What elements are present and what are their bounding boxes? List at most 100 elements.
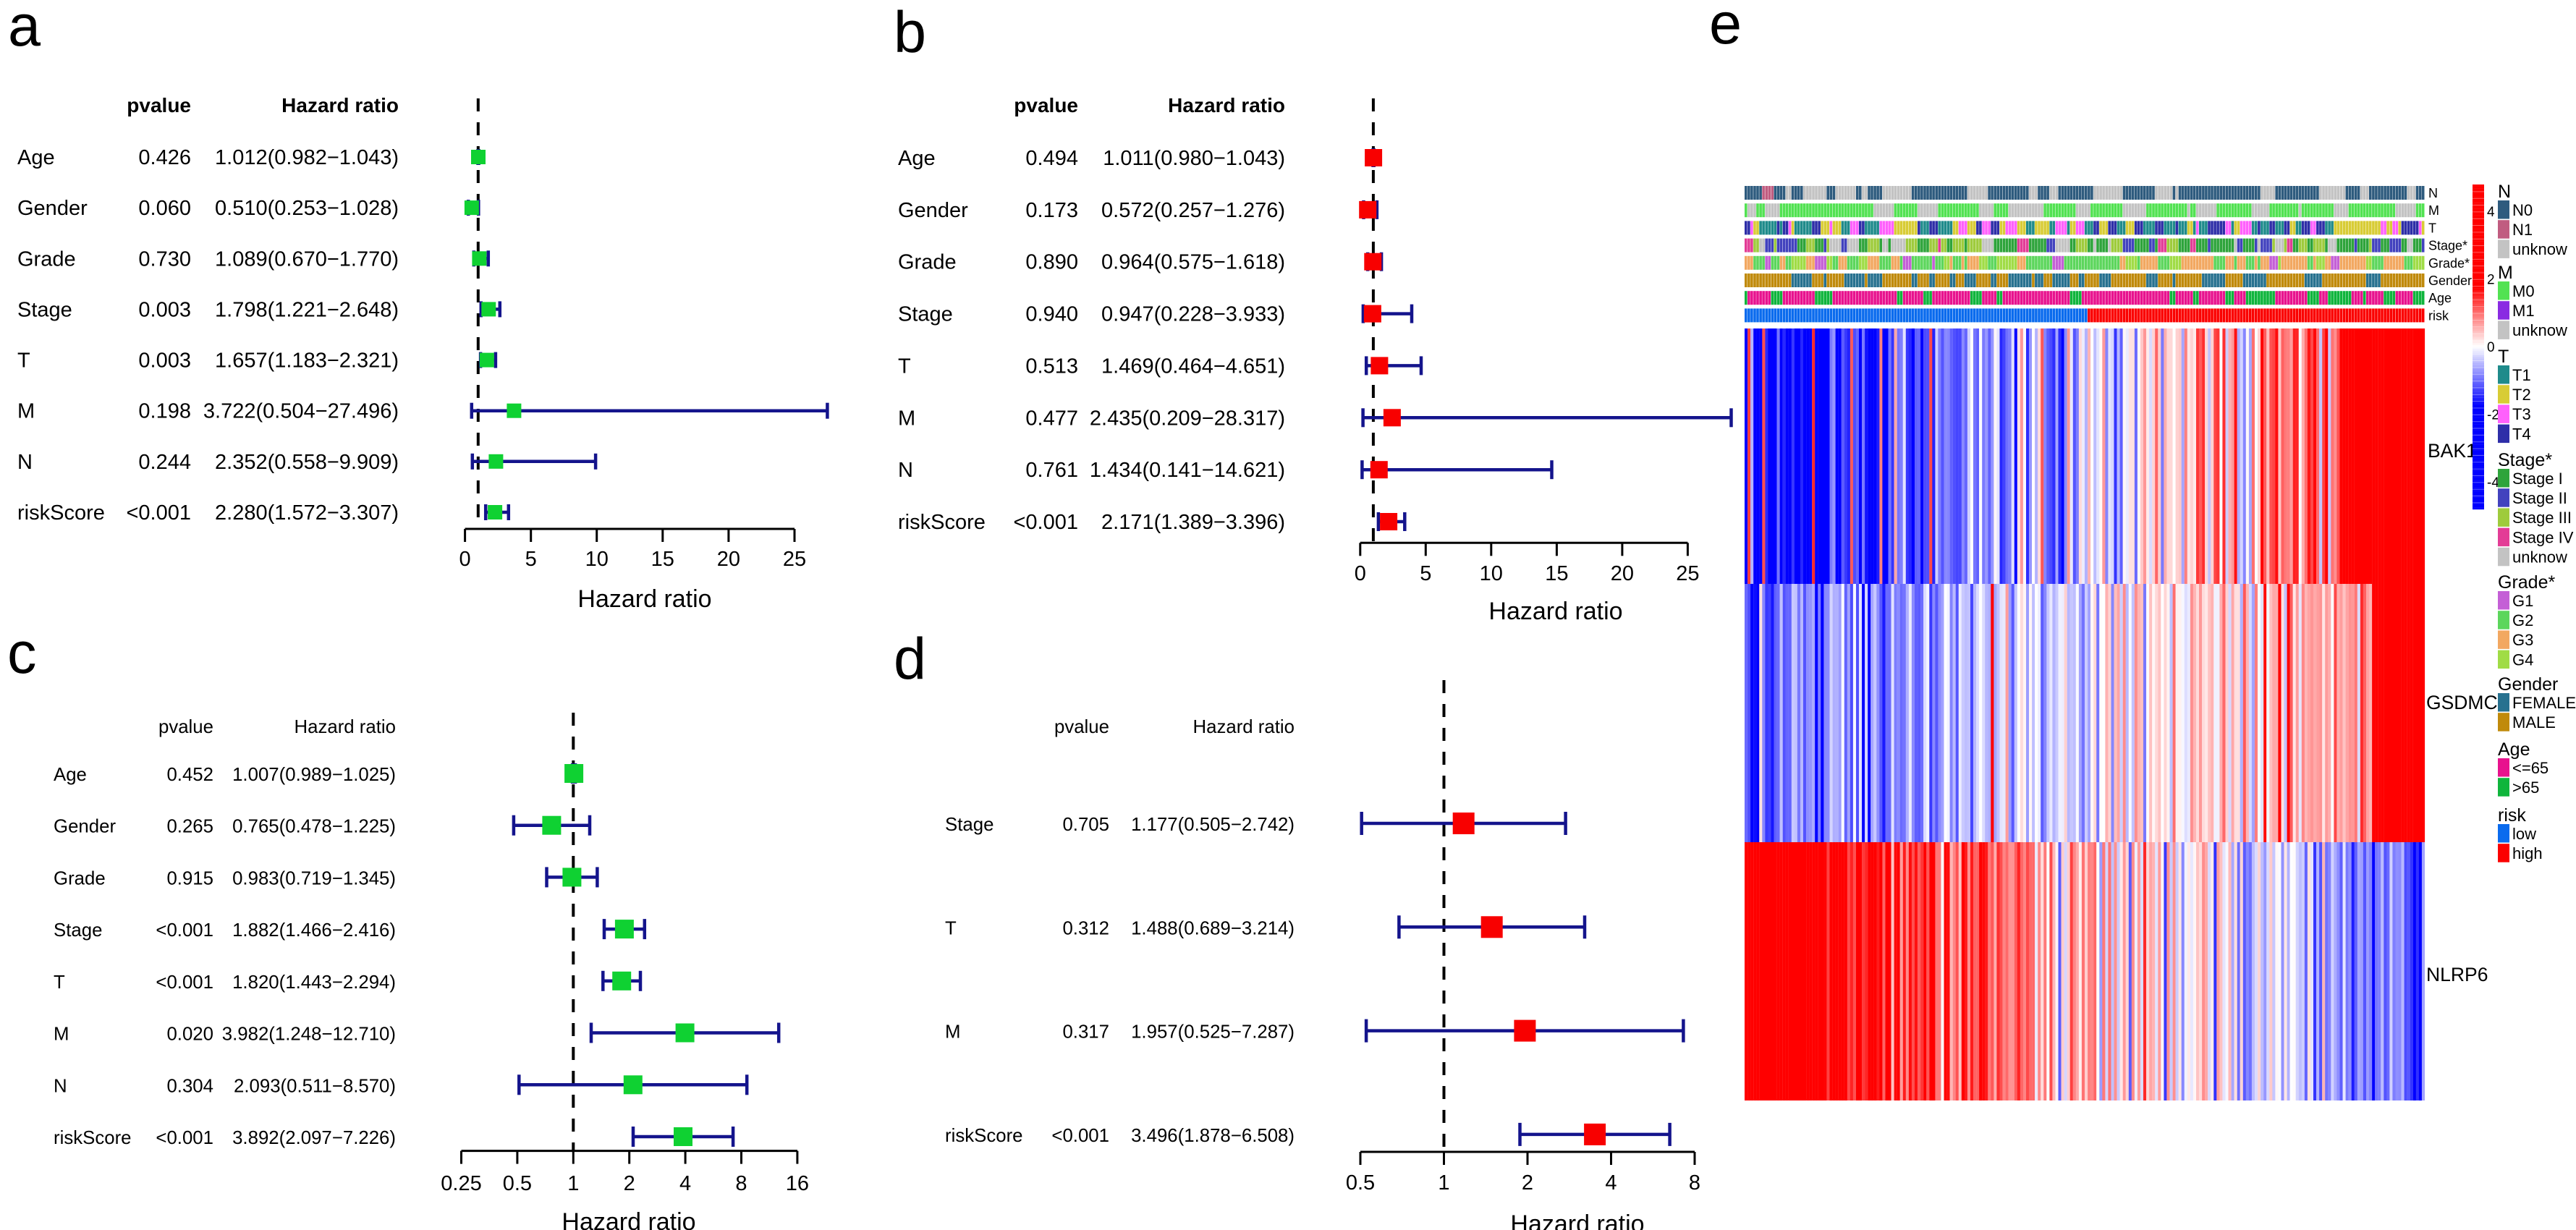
- svg-text:0: 0: [459, 548, 471, 571]
- svg-text:<0.001: <0.001: [1013, 511, 1078, 534]
- svg-text:Age: Age: [17, 146, 55, 169]
- svg-text:5: 5: [525, 548, 537, 571]
- svg-text:1.798(1.221−2.648): 1.798(1.221−2.648): [215, 298, 399, 321]
- svg-text:N1: N1: [2512, 221, 2533, 239]
- svg-text:FEMALE: FEMALE: [2512, 694, 2576, 712]
- svg-text:T1: T1: [2512, 366, 2531, 384]
- svg-text:4: 4: [1605, 1171, 1617, 1195]
- svg-text:0.5: 0.5: [503, 1172, 532, 1195]
- svg-text:BAK1: BAK1: [2428, 440, 2477, 462]
- svg-text:0.198: 0.198: [138, 400, 191, 423]
- svg-text:e: e: [1709, 0, 1742, 56]
- svg-text:2: 2: [624, 1172, 635, 1195]
- svg-text:0.947(0.228−3.933): 0.947(0.228−3.933): [1101, 303, 1285, 326]
- svg-text:2: 2: [2487, 273, 2495, 288]
- svg-text:1.882(1.466−2.416): 1.882(1.466−2.416): [232, 920, 396, 941]
- svg-text:0.513: 0.513: [1025, 355, 1078, 378]
- svg-text:2: 2: [1522, 1171, 1533, 1195]
- svg-text:10: 10: [1480, 562, 1503, 585]
- svg-text:0.510(0.253−1.028): 0.510(0.253−1.028): [215, 197, 399, 220]
- svg-text:T: T: [54, 972, 65, 993]
- svg-text:0.915: 0.915: [166, 868, 213, 888]
- svg-text:2.435(0.209−28.317): 2.435(0.209−28.317): [1090, 407, 1285, 430]
- svg-text:2.280(1.572−3.307): 2.280(1.572−3.307): [215, 501, 399, 525]
- svg-text:GSDMC: GSDMC: [2426, 692, 2498, 713]
- svg-text:Hazard ratio: Hazard ratio: [1510, 1210, 1644, 1230]
- svg-text:1.957(0.525−7.287): 1.957(0.525−7.287): [1131, 1022, 1295, 1043]
- svg-text:<0.001: <0.001: [156, 972, 213, 993]
- svg-text:3.982(1.248−12.710): 3.982(1.248−12.710): [222, 1025, 396, 1045]
- svg-text:3.496(1.878−6.508): 3.496(1.878−6.508): [1131, 1126, 1295, 1146]
- svg-text:M: M: [54, 1025, 69, 1045]
- svg-text:unknow: unknow: [2512, 321, 2567, 339]
- svg-text:-2: -2: [2487, 407, 2499, 423]
- svg-text:N: N: [54, 1076, 67, 1096]
- svg-text:M: M: [945, 1022, 961, 1043]
- svg-text:Stage: Stage: [898, 303, 953, 326]
- svg-text:M0: M0: [2512, 282, 2535, 300]
- svg-text:MALE: MALE: [2512, 713, 2556, 731]
- svg-text:0.890: 0.890: [1025, 251, 1078, 274]
- svg-text:1.012(0.982−1.043): 1.012(0.982−1.043): [215, 146, 399, 169]
- svg-text:15: 15: [1545, 562, 1568, 585]
- svg-text:0.312: 0.312: [1062, 918, 1109, 938]
- svg-text:Stage*: Stage*: [2428, 239, 2467, 253]
- svg-text:Stage I: Stage I: [2512, 470, 2563, 488]
- svg-text:Hazard ratio: Hazard ratio: [1168, 94, 1285, 116]
- svg-text:T: T: [2498, 347, 2509, 367]
- svg-text:T2: T2: [2512, 386, 2531, 404]
- svg-text:5: 5: [1420, 562, 1431, 585]
- svg-text:0.494: 0.494: [1025, 147, 1078, 170]
- svg-text:Stage: Stage: [17, 298, 72, 321]
- svg-text:N: N: [898, 459, 913, 482]
- svg-text:0: 0: [1355, 562, 1366, 585]
- svg-text:0.426: 0.426: [138, 146, 191, 169]
- svg-text:unknow: unknow: [2512, 240, 2567, 258]
- svg-text:risk: risk: [2498, 805, 2526, 826]
- svg-text:M: M: [2428, 203, 2439, 218]
- svg-text:<0.001: <0.001: [156, 1128, 213, 1148]
- svg-text:0.020: 0.020: [166, 1025, 213, 1045]
- svg-text:Stage II: Stage II: [2512, 489, 2567, 507]
- svg-text:Grade: Grade: [17, 247, 76, 271]
- svg-text:T4: T4: [2512, 425, 2531, 443]
- svg-text:1.488(0.689−3.214): 1.488(0.689−3.214): [1131, 918, 1295, 938]
- svg-text:1.820(1.443−2.294): 1.820(1.443−2.294): [232, 972, 396, 993]
- svg-text:8: 8: [1689, 1171, 1700, 1195]
- svg-text:1: 1: [567, 1172, 579, 1195]
- svg-text:15: 15: [651, 548, 674, 571]
- svg-text:Gender: Gender: [2498, 674, 2558, 695]
- svg-text:1: 1: [1438, 1171, 1449, 1195]
- svg-text:-4: -4: [2487, 475, 2499, 491]
- svg-text:pvalue: pvalue: [1054, 717, 1109, 737]
- svg-text:Gender: Gender: [898, 199, 968, 222]
- svg-text:Gender: Gender: [17, 197, 88, 220]
- svg-text:0.705: 0.705: [1062, 815, 1109, 835]
- svg-text:16: 16: [786, 1172, 809, 1195]
- svg-text:Gender: Gender: [2428, 273, 2472, 288]
- svg-text:0.25: 0.25: [441, 1172, 481, 1195]
- svg-text:Hazard ratio: Hazard ratio: [562, 1208, 695, 1230]
- svg-text:Stage: Stage: [945, 815, 993, 835]
- svg-text:0.5: 0.5: [1346, 1171, 1375, 1195]
- svg-text:M1: M1: [2512, 302, 2535, 320]
- svg-text:<0.001: <0.001: [1051, 1126, 1109, 1146]
- svg-text:1.007(0.989−1.025): 1.007(0.989−1.025): [232, 765, 396, 785]
- svg-text:0.477: 0.477: [1025, 407, 1078, 430]
- svg-text:0.940: 0.940: [1025, 303, 1078, 326]
- svg-text:N: N: [17, 451, 33, 474]
- svg-text:high: high: [2512, 844, 2543, 862]
- svg-text:M: M: [2498, 263, 2513, 283]
- svg-text:Grade: Grade: [898, 251, 957, 274]
- svg-text:0.730: 0.730: [138, 247, 191, 271]
- svg-text:2.093(0.511−8.570): 2.093(0.511−8.570): [234, 1076, 396, 1096]
- svg-text:0.317: 0.317: [1062, 1022, 1109, 1043]
- svg-text:Age: Age: [2428, 291, 2452, 305]
- svg-text:Stage*: Stage*: [2498, 450, 2552, 470]
- svg-text:0.452: 0.452: [166, 765, 213, 785]
- svg-text:Age: Age: [54, 765, 87, 785]
- svg-text:T: T: [898, 355, 911, 378]
- svg-text:NLRP6: NLRP6: [2426, 964, 2488, 985]
- svg-text:1.089(0.670−1.770): 1.089(0.670−1.770): [215, 247, 399, 271]
- svg-text:4: 4: [679, 1172, 691, 1195]
